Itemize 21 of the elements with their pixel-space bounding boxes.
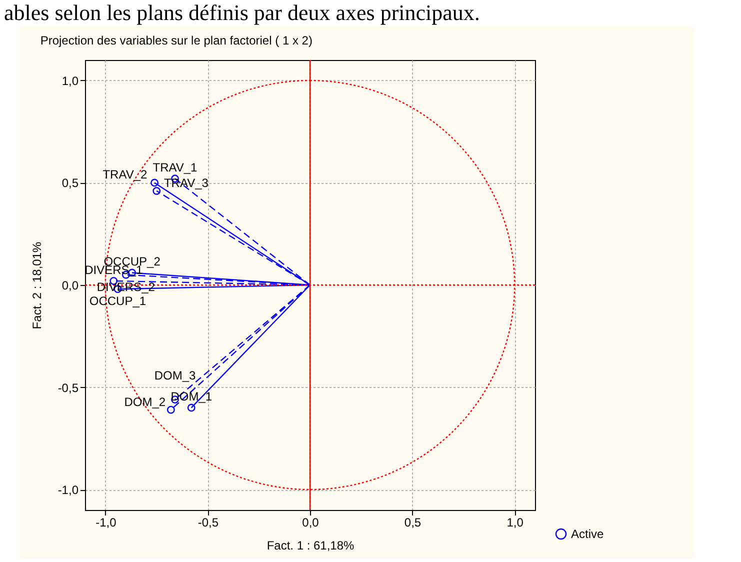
x-tick-label: 0,5 [404,516,422,530]
annotation: DOM_3 [154,368,196,383]
x-tick-label: 1,0 [506,516,524,530]
y-axis-title: Fact. 2 : 18,01% [30,241,44,330]
chart-title: Projection des variables sur le plan factoriel ( 1 x 2) [40,33,312,48]
y-tick-label: -0,5 [58,380,79,395]
annotation: TRAV_1 [152,160,198,175]
x-tick-label: -1,0 [96,516,117,530]
legend-label: Active [571,527,604,541]
x-axis-title: Fact. 1 : 61,18% [266,538,355,552]
y-tick-label: -1,0 [58,483,79,498]
annotation: DOM_2 [124,394,166,409]
annotation: TRAV_3 [164,176,209,190]
y-tick-label: 0,5 [62,176,79,190]
annotation: OCCUP_1 [89,294,146,308]
y-tick-label: 1,0 [62,74,79,88]
y-tick-label: 0,0 [62,278,79,292]
text: ables selon les plans définis par deux axes principaux. [3,0,481,26]
x-tick-label: -0,5 [198,516,219,530]
x-tick-label: 0,0 [302,516,320,530]
annotation: TRAV_2 [102,168,148,182]
